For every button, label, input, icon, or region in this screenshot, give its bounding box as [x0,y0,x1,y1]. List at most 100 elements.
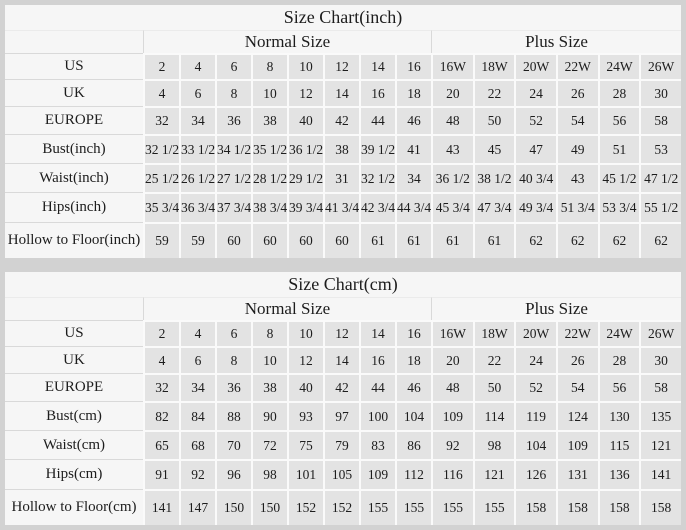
table-cell: 10 [287,53,323,79]
table-cell: 14 [323,79,359,106]
table-cell: 98 [251,459,287,489]
row-label: Hips(inch) [5,192,143,222]
size-chart-inch-table: Size Chart(inch) Normal Size Plus Size US 2 4… [5,5,681,258]
table-cell: 55 1/2 [639,192,681,222]
table-cell: 83 [359,430,395,459]
table-cell: 93 [287,401,323,430]
table-cell: 65 [143,430,179,459]
table-cell: 88 [215,401,251,430]
table-cell: 52 [514,106,556,134]
table-cell: 32 [143,106,179,134]
table-cell: 22W [555,320,598,346]
table-cell: 136 [597,459,640,489]
table-cell: 97 [323,401,359,430]
table-cell: 22 [472,79,515,106]
table-cell: 92 [431,430,473,459]
table-cell: 35 1/2 [251,134,287,163]
table-cell: 150 [215,489,251,525]
table-cell: 16W [431,320,473,346]
table-cell: 24W [597,320,640,346]
table-cell: 30 [639,346,681,373]
table-cell: 44 [359,106,395,134]
table-cell: 54 [555,106,598,134]
table-cell: 109 [431,401,473,430]
table-cell: 2 [143,53,179,79]
table-cell: 29 1/2 [287,163,323,192]
table-cell: 12 [287,346,323,373]
table-cell: 22 [472,346,515,373]
table-cell: 45 1/2 [597,163,640,192]
table-cell: 158 [639,489,681,525]
table-cell: 100 [359,401,395,430]
table-cell: 158 [514,489,556,525]
table-cell: 38 [251,106,287,134]
table-cell: 36 3/4 [179,192,215,222]
table-cell: 36 [215,373,251,401]
table-cell: 6 [215,320,251,346]
table-cell: 126 [514,459,556,489]
table-cell: 24W [597,53,640,79]
table-cell: 141 [143,489,179,525]
table-cell: 158 [555,489,598,525]
table-cell: 90 [251,401,287,430]
table-cell: 47 3/4 [472,192,515,222]
table-cell: 26W [639,53,681,79]
table-cell: 152 [287,489,323,525]
table-row: Bust(cm) 82 84 88 90 93 97 100 104 109 114 119 124 13… [5,401,681,430]
table-cell: 34 [395,163,431,192]
table-cell: 104 [514,430,556,459]
table-cell: 6 [179,346,215,373]
table-cell: 44 [359,373,395,401]
table-cell: 79 [323,430,359,459]
table-row: Hips(inch) 35 3/4 36 3/4 37 3/4 38 3/4 39 3/4… [5,192,681,222]
table-cell: 8 [215,79,251,106]
table-cell: 38 [251,373,287,401]
table-cell: 40 [287,373,323,401]
corner-cell [5,297,143,320]
table-cell: 20W [514,320,556,346]
table-cell: 20W [514,53,556,79]
table-cell: 20 [431,346,473,373]
table-cell: 34 [179,373,215,401]
table-cell: 49 3/4 [514,192,556,222]
table-cell: 38 [323,134,359,163]
table-cell: 152 [323,489,359,525]
table-cell: 42 [323,373,359,401]
table-cell: 30 [639,79,681,106]
table-cell: 44 3/4 [395,192,431,222]
table-cell: 8 [215,346,251,373]
table-cell: 45 3/4 [431,192,473,222]
row-label: Waist(inch) [5,163,143,192]
row-label: Hollow to Floor(inch) [5,222,143,258]
group-header-plus: Plus Size [431,30,681,53]
table-cell: 115 [597,430,640,459]
table-cell: 28 [597,79,640,106]
table-cell: 22W [555,53,598,79]
table-cell: 70 [215,430,251,459]
table-cell: 36 1/2 [287,134,323,163]
table-cell: 109 [359,459,395,489]
table-cell: 91 [143,459,179,489]
row-label: US [5,53,143,79]
table-cell: 121 [472,459,515,489]
table-cell: 40 3/4 [514,163,556,192]
table-cell: 43 [555,163,598,192]
table-cell: 12 [287,79,323,106]
table-cell: 131 [555,459,598,489]
table-cell: 31 [323,163,359,192]
table-cell: 26 1/2 [179,163,215,192]
table-cell: 61 [472,222,515,258]
table-cell: 26 [555,346,598,373]
table-row: US 2 4 6 8 10 12 14 16 16W 18W 20W 22W 24W 26W [5,320,681,346]
table-cell: 101 [287,459,323,489]
row-label: UK [5,346,143,373]
table-cell: 92 [179,459,215,489]
table-cell: 26 [555,79,598,106]
table-cell: 28 [597,346,640,373]
table-cell: 53 3/4 [597,192,640,222]
table-row: EUROPE 32 34 36 38 40 42 44 46 48 50 52 54 56 58 [5,106,681,134]
table-cell: 105 [323,459,359,489]
table-cell: 14 [359,53,395,79]
corner-cell [5,30,143,53]
